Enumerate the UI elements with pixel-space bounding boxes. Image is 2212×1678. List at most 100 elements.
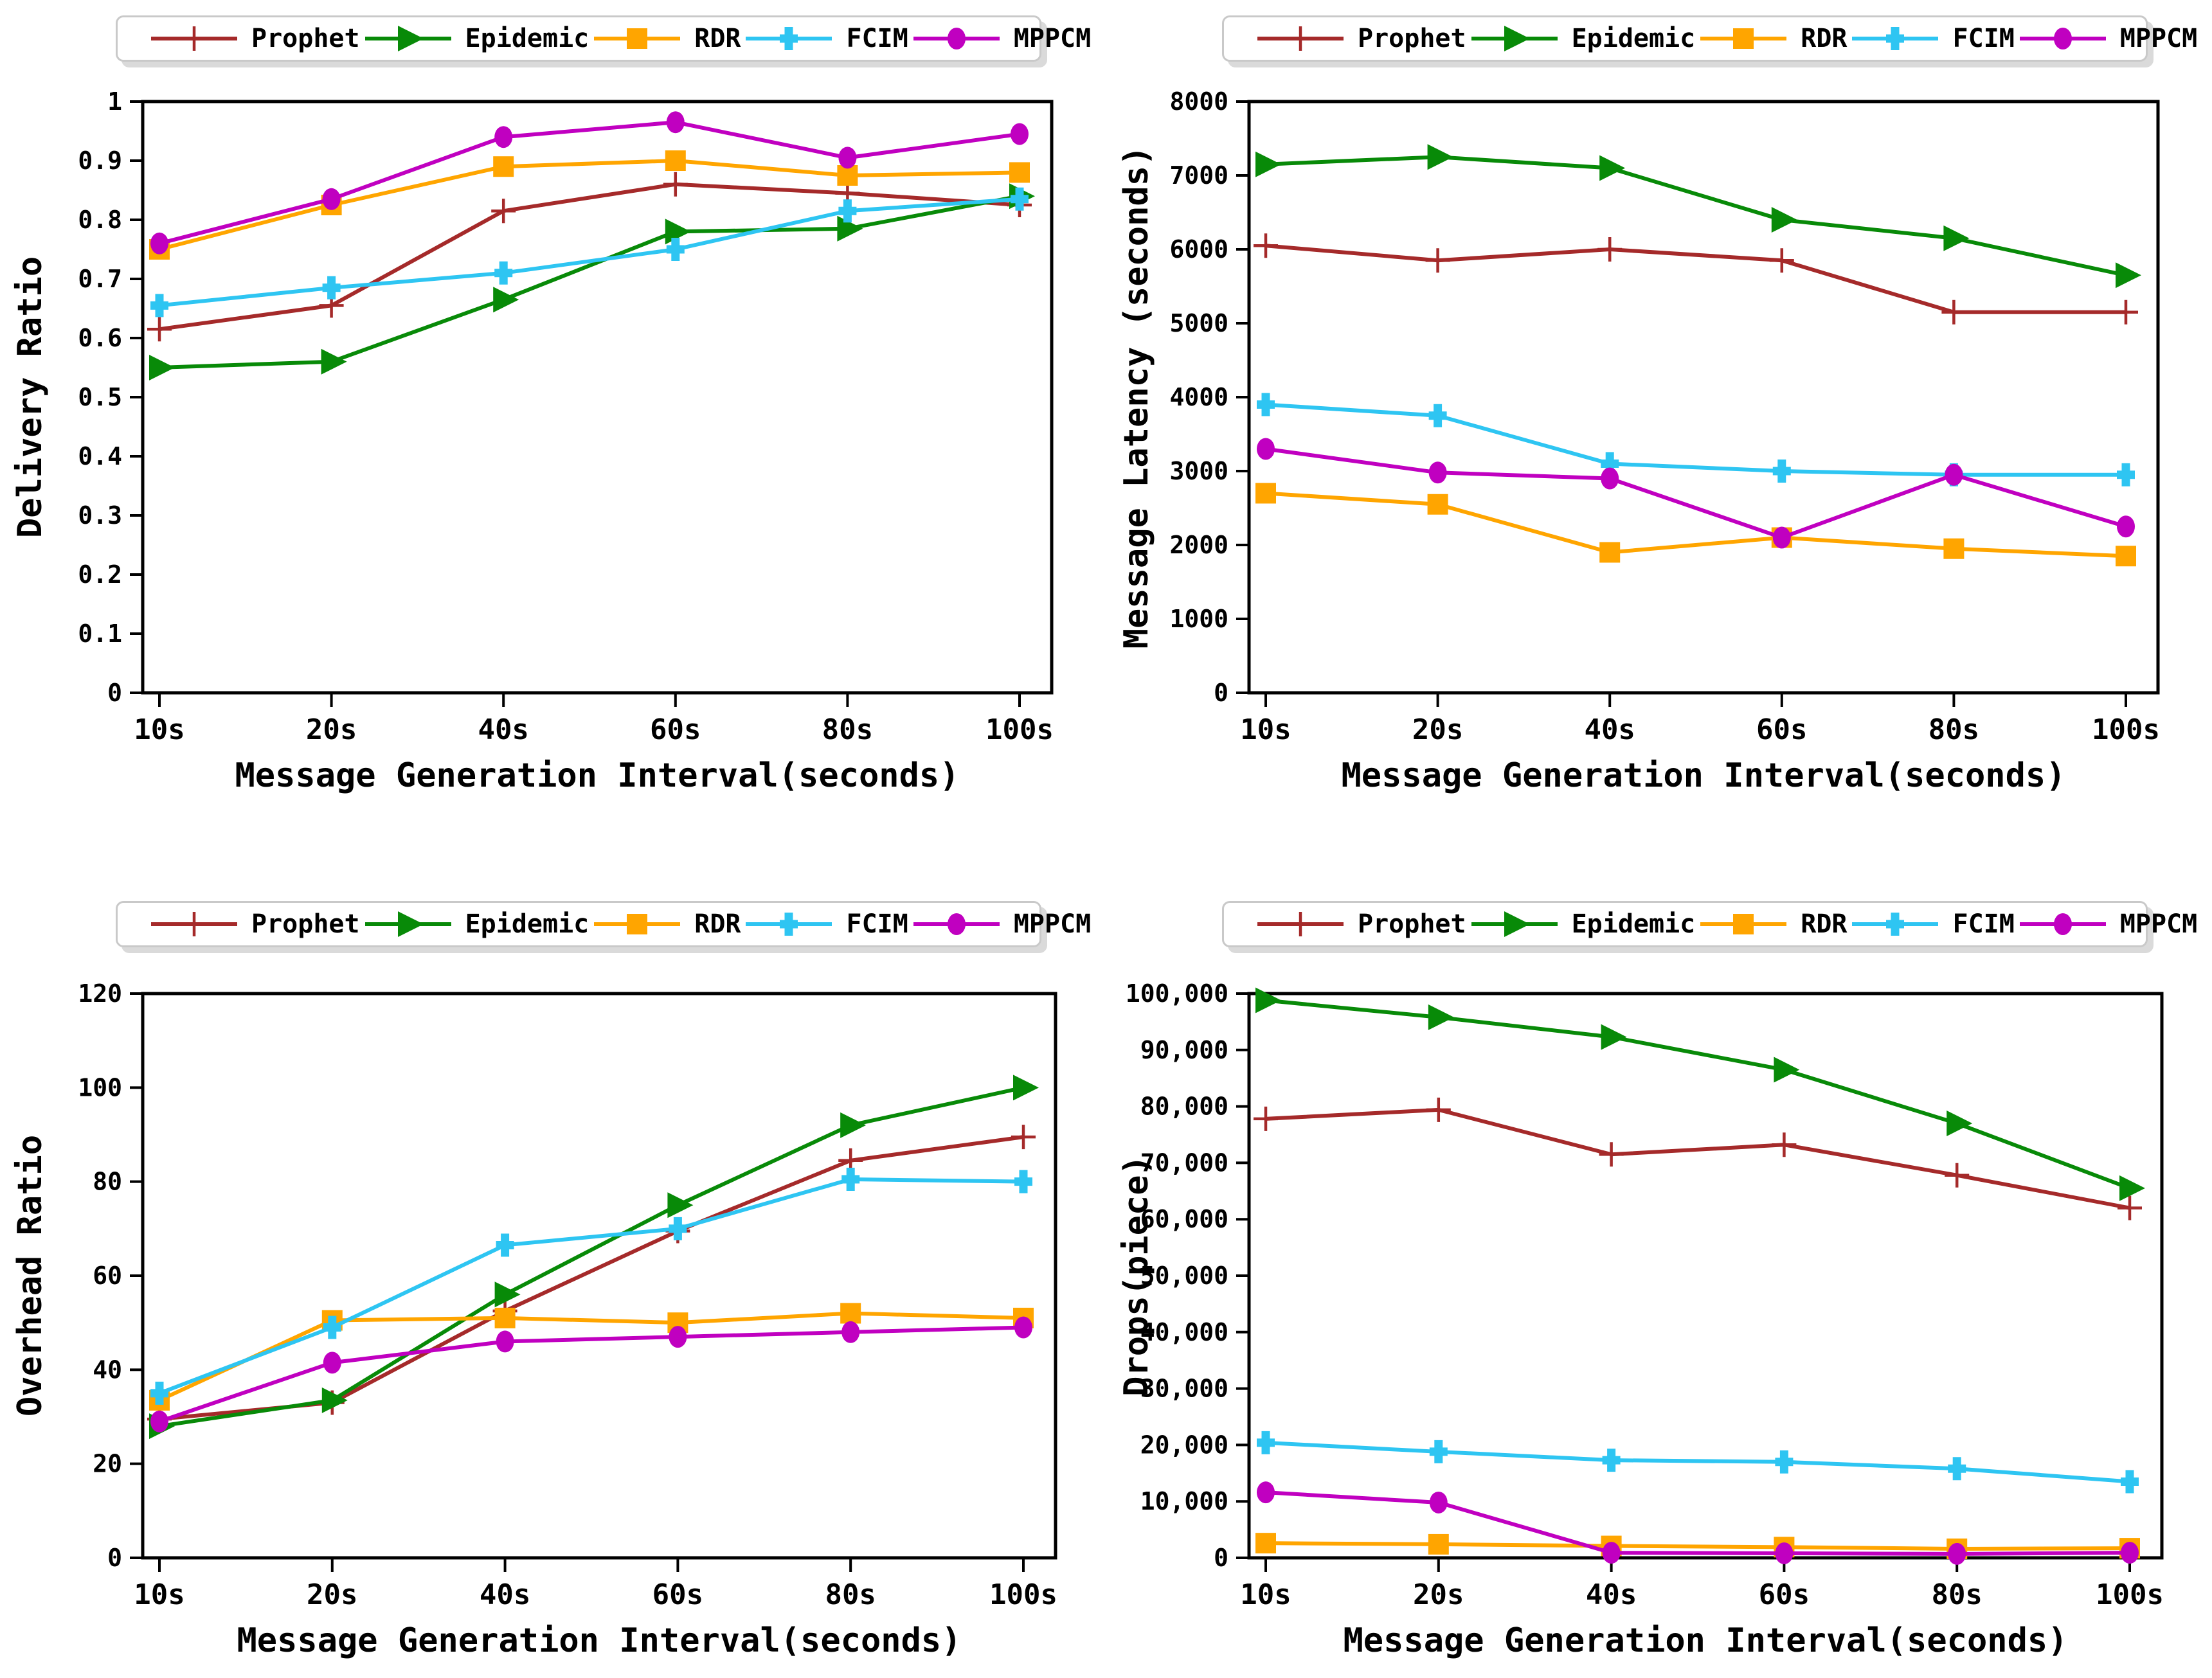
legend-label-mppcm: MPPCM (1013, 909, 1092, 939)
square-marker-icon (1255, 483, 1276, 504)
plus-thick-marker-icon (1014, 1170, 1032, 1193)
series-line-prophet (159, 182, 1020, 332)
circle-marker-icon (323, 1352, 341, 1374)
circle-marker-icon (1772, 526, 1791, 549)
triangle-right-marker-icon (1504, 26, 1530, 51)
x-tick-label: 40s (478, 713, 528, 746)
circle-marker-icon (2053, 913, 2072, 935)
plus-thick-marker-icon (1428, 404, 1447, 427)
legend-sample-rdr (594, 28, 681, 49)
legend-item-fcim: FCIM (1847, 24, 2015, 53)
legend-item-epidemic: Epidemic (1466, 24, 1696, 53)
triangle-right-marker-icon (493, 287, 519, 313)
legend-label-rdr: RDR (1801, 909, 1848, 939)
legend-label-fcim: FCIM (1952, 24, 2015, 53)
circle-marker-icon (947, 913, 966, 935)
plot-border (141, 100, 1054, 695)
y-tick-label: 90,000 (1140, 1036, 1228, 1064)
plus-marker-icon (1945, 1163, 1970, 1188)
x-tick-label: 40s (480, 1578, 530, 1611)
y-tick-label: 30,000 (1140, 1375, 1228, 1403)
y-tick-label: 7000 (1169, 161, 1228, 190)
circle-marker-icon (669, 1326, 687, 1348)
plus-thick-marker-icon (838, 199, 857, 223)
square-marker-icon (494, 1307, 516, 1328)
y-tick-label: 0.8 (78, 206, 122, 234)
legend-sample-mppcm (913, 913, 1000, 935)
y-axis-title: Overhead Ratio (11, 1135, 49, 1416)
legend-sample-fcim (1852, 27, 1939, 50)
series-line-fcim (159, 197, 1020, 308)
plus-marker-icon (2114, 299, 2138, 325)
plus-thick-marker-icon (2117, 463, 2135, 486)
plot-overhead-ratio: 0 20 40 60 80 100 120 10s 20s 40s 60s 80s 100s Overhe… (11, 979, 1057, 1660)
x-tick-label: 20s (1412, 713, 1463, 746)
x-axis-title: Message Generation Interval(seconds) (1343, 1621, 2067, 1660)
series-line-fcim (158, 1177, 1024, 1395)
plus-thick-marker-icon (150, 1381, 168, 1405)
circle-marker-icon (1945, 463, 1963, 486)
legend-sample-rdr (1700, 28, 1787, 49)
y-tick-label: 4000 (1169, 383, 1228, 411)
x-tick-label: 10s (134, 1578, 184, 1611)
x-axis-title: Message Generation Interval(seconds) (237, 1621, 961, 1660)
plus-marker-icon (1597, 237, 1623, 262)
triangle-right-marker-icon (1255, 151, 1281, 177)
y-tick-label: 0 (1214, 1544, 1228, 1572)
circle-marker-icon (2117, 515, 2135, 538)
plus-marker-icon (1425, 248, 1450, 273)
circle-marker-icon (322, 188, 341, 210)
circle-marker-icon (841, 1321, 860, 1343)
y-axis-title: Delivery Ratio (11, 256, 49, 538)
series-line-epidemic (159, 1085, 1024, 1429)
legend-item-rdr: RDR (589, 909, 741, 939)
x-tick-label: 10s (134, 713, 184, 746)
circle-marker-icon (838, 147, 857, 169)
legend-item-prophet: Prophet (1252, 909, 1466, 939)
plus-marker-icon (663, 172, 688, 197)
legend-item-mppcm: MPPCM (2015, 24, 2197, 53)
series-line-rdr (1265, 1541, 2130, 1551)
plus-thick-marker-icon (150, 294, 168, 317)
legend-item-epidemic: Epidemic (360, 24, 589, 53)
y-tick-label: 50,000 (1140, 1262, 1228, 1290)
plus-marker-icon (1011, 1125, 1036, 1150)
plus-marker-icon (1426, 1097, 1451, 1122)
legend-label-prophet: Prophet (1358, 24, 1466, 53)
plus-thick-marker-icon (669, 1217, 687, 1240)
legend-label-rdr: RDR (1801, 24, 1848, 53)
legend-item-mppcm: MPPCM (2015, 909, 2197, 939)
y-tick-label: 0 (107, 679, 122, 707)
triangle-right-marker-icon (1947, 1110, 1973, 1136)
circle-marker-icon (1429, 1491, 1448, 1513)
plus-thick-marker-icon (1886, 913, 1905, 936)
legend-label-mppcm: MPPCM (1013, 24, 1092, 53)
triangle-right-marker-icon (1599, 155, 1626, 181)
legend-sample-mppcm (913, 28, 1000, 49)
triangle-right-marker-icon (1428, 1004, 1454, 1030)
legend-sample-fcim (746, 913, 832, 936)
triangle-right-marker-icon (1943, 225, 1970, 251)
legend-sample-prophet (1257, 912, 1344, 936)
plus-thick-marker-icon (1429, 1440, 1448, 1463)
circle-marker-icon (1948, 1542, 1966, 1565)
y-tick-label: 0.6 (78, 324, 122, 352)
square-marker-icon (627, 914, 648, 934)
series-line-mppcm (1265, 1490, 2130, 1556)
plus-marker-icon (182, 26, 206, 51)
x-tick-label: 80s (825, 1578, 876, 1611)
circle-marker-icon (1257, 438, 1275, 460)
legend-item-fcim: FCIM (741, 24, 908, 53)
legend-sample-epidemic (364, 26, 451, 51)
x-tick-label: 80s (1931, 1578, 1982, 1611)
legend-item-prophet: Prophet (146, 909, 360, 939)
triangle-right-marker-icon (1013, 1075, 1039, 1101)
plus-marker-icon (1599, 1142, 1624, 1167)
square-marker-icon (1255, 1533, 1276, 1554)
y-tick-label: 0.2 (78, 560, 122, 589)
triangle-right-marker-icon (1771, 207, 1797, 233)
legend-label-epidemic: Epidemic (1571, 24, 1696, 53)
y-tick-label: 6000 (1169, 235, 1228, 263)
series-line-rdr (159, 158, 1020, 251)
